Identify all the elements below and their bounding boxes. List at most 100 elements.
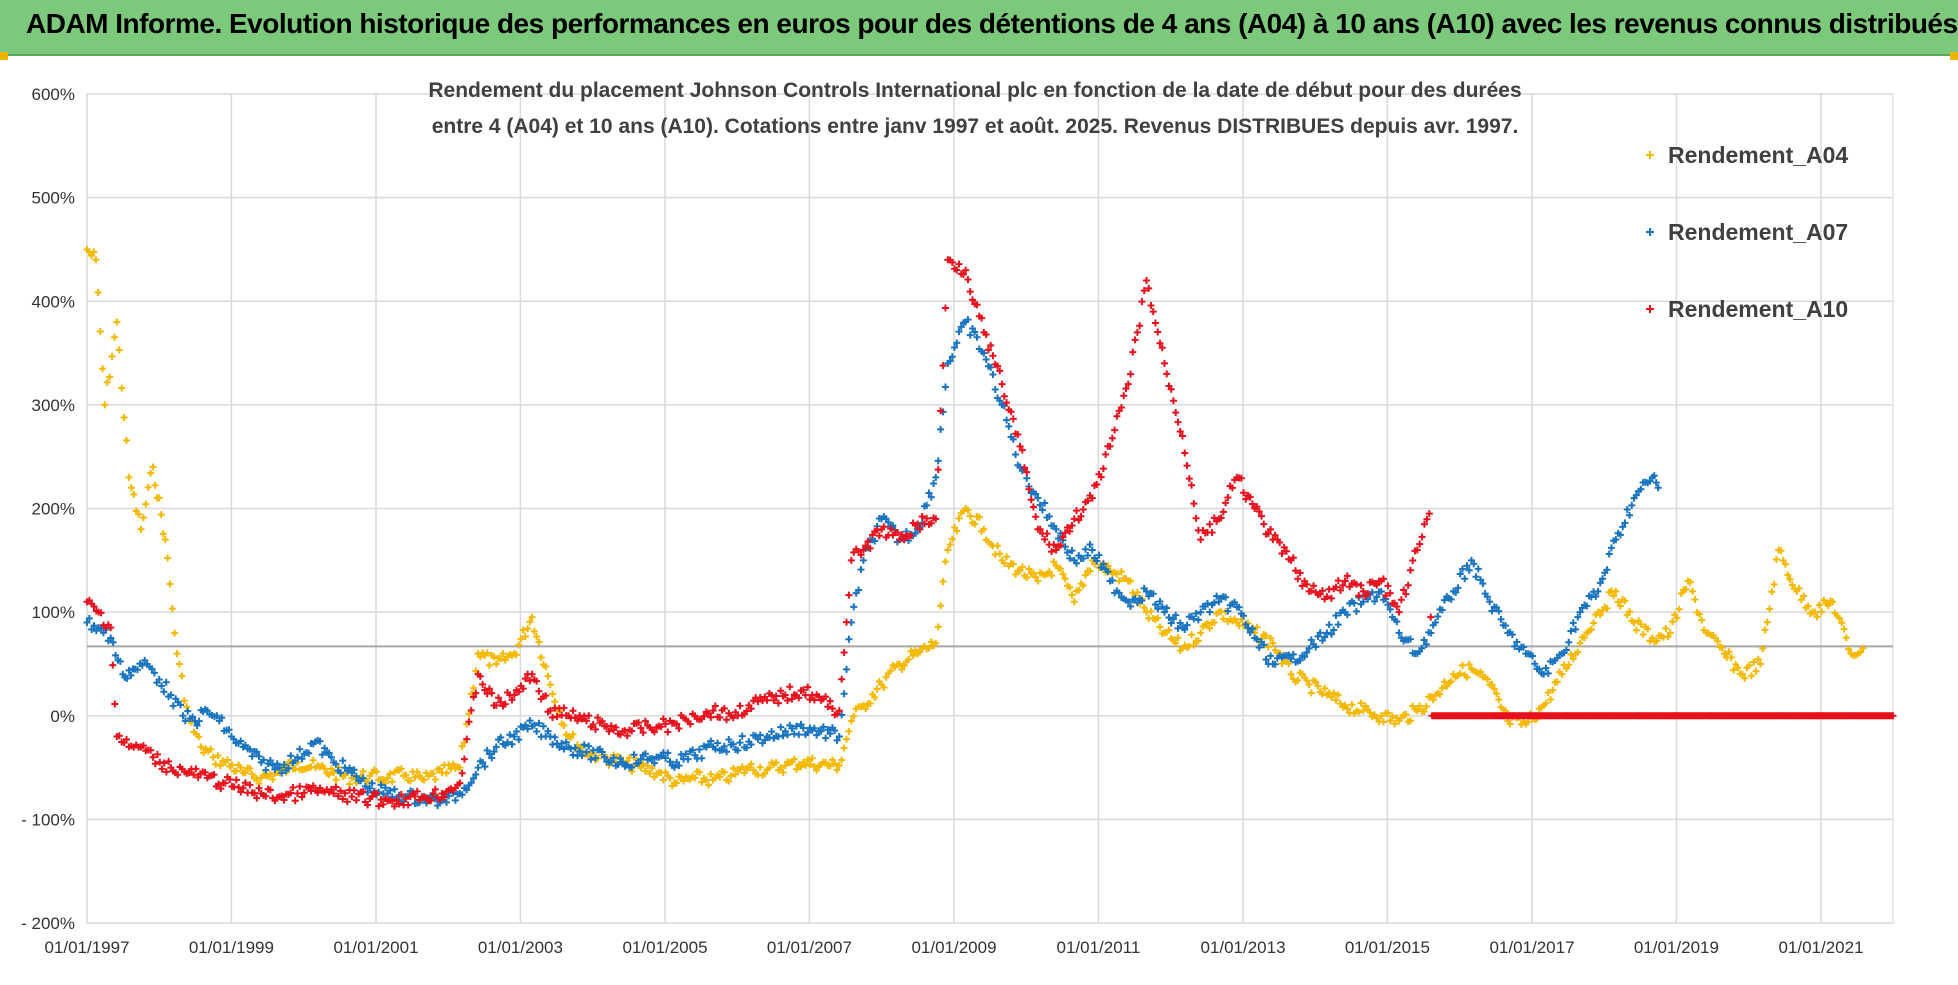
data-point xyxy=(996,367,1004,375)
data-point xyxy=(808,754,816,762)
data-point xyxy=(517,635,525,643)
data-point xyxy=(512,727,520,735)
data-point xyxy=(939,362,947,370)
data-point xyxy=(862,705,870,713)
data-point xyxy=(497,733,505,741)
data-point xyxy=(393,796,401,804)
data-point xyxy=(1267,634,1275,642)
data-point xyxy=(576,747,584,755)
data-point xyxy=(946,357,954,365)
data-point xyxy=(1840,625,1848,633)
data-point xyxy=(1422,702,1430,710)
data-point xyxy=(948,258,956,266)
data-point xyxy=(662,768,670,776)
data-point xyxy=(458,742,466,750)
data-point xyxy=(1127,602,1135,610)
data-point xyxy=(431,776,439,784)
data-point xyxy=(1784,571,1792,579)
data-point xyxy=(1332,583,1340,591)
data-point xyxy=(664,749,672,757)
data-point xyxy=(1303,676,1311,684)
data-point xyxy=(1463,562,1471,570)
data-point xyxy=(305,749,313,757)
data-point xyxy=(923,514,931,522)
data-point xyxy=(1531,660,1539,668)
data-point xyxy=(1005,422,1013,430)
data-point xyxy=(702,776,710,784)
data-point xyxy=(560,704,568,712)
data-point xyxy=(761,736,769,744)
data-point xyxy=(932,515,940,523)
data-point xyxy=(427,797,435,805)
data-point xyxy=(1529,652,1537,660)
data-point xyxy=(1447,595,1455,603)
data-point xyxy=(160,688,168,696)
data-point xyxy=(250,789,258,797)
data-point xyxy=(330,789,338,797)
data-point xyxy=(765,764,773,772)
data-point xyxy=(1034,577,1042,585)
data-point xyxy=(1330,689,1338,697)
data-point xyxy=(871,537,879,545)
data-point xyxy=(1327,693,1335,701)
data-point xyxy=(1172,639,1180,647)
data-point xyxy=(1402,710,1410,718)
data-point xyxy=(526,618,534,626)
data-point xyxy=(1154,328,1162,336)
data-point xyxy=(1253,635,1261,643)
data-point xyxy=(567,745,575,753)
data-point xyxy=(377,796,385,804)
data-point xyxy=(1262,632,1270,640)
data-point xyxy=(1404,581,1412,589)
data-point xyxy=(1086,567,1094,575)
data-point xyxy=(1423,515,1431,523)
data-point xyxy=(1431,618,1439,626)
data-point xyxy=(1210,599,1218,607)
data-point xyxy=(1038,506,1046,514)
data-point xyxy=(619,758,627,766)
data-point xyxy=(373,768,381,776)
data-point xyxy=(217,785,225,793)
data-point xyxy=(467,779,475,787)
y-tick-label: 200% xyxy=(32,500,75,519)
data-point xyxy=(321,744,329,752)
data-point xyxy=(1581,634,1589,642)
data-point xyxy=(1391,599,1399,607)
data-point xyxy=(1079,506,1087,513)
data-point xyxy=(1359,587,1367,595)
data-point xyxy=(810,724,818,732)
data-point xyxy=(900,662,908,670)
data-point xyxy=(1057,565,1065,573)
data-point xyxy=(838,711,846,719)
data-point xyxy=(1474,565,1482,573)
data-point xyxy=(1151,601,1159,609)
data-point xyxy=(92,256,100,264)
data-point xyxy=(1562,646,1570,654)
data-point xyxy=(1147,607,1155,615)
data-point xyxy=(695,745,703,753)
data-point xyxy=(1332,696,1340,704)
data-point xyxy=(1318,690,1326,698)
data-point xyxy=(1305,644,1313,652)
data-point xyxy=(472,689,480,697)
data-point xyxy=(287,752,295,760)
data-point xyxy=(1095,551,1103,559)
data-point xyxy=(711,745,719,753)
data-point xyxy=(971,328,979,336)
data-point xyxy=(1318,587,1326,595)
data-point xyxy=(1057,541,1065,549)
data-point xyxy=(492,660,500,668)
data-point xyxy=(377,781,385,789)
data-point xyxy=(1003,399,1011,407)
data-point xyxy=(343,798,351,806)
data-point xyxy=(413,768,421,776)
data-point xyxy=(1371,597,1379,605)
data-point xyxy=(1131,336,1139,344)
data-point xyxy=(201,768,209,776)
data-point xyxy=(544,727,552,735)
data-point xyxy=(127,484,135,492)
data-point xyxy=(797,763,805,771)
data-point xyxy=(582,748,590,756)
data-point xyxy=(130,490,138,498)
data-point xyxy=(930,479,938,487)
